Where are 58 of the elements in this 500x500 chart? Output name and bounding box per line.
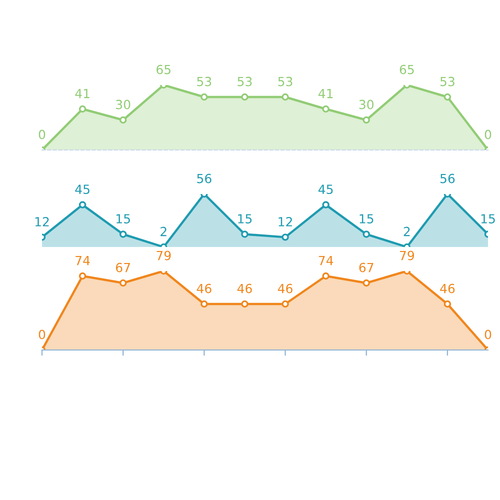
data-label: 53 — [440, 76, 454, 86]
data-label: 45 — [75, 184, 90, 194]
point — [444, 93, 452, 101]
data-label: 46 — [237, 284, 252, 294]
data-label: 0 — [38, 130, 46, 140]
data-label: 45 — [318, 184, 333, 194]
point — [78, 272, 86, 280]
point — [241, 300, 248, 308]
point — [362, 230, 370, 238]
point — [322, 272, 330, 280]
data-label: 41 — [75, 88, 90, 98]
data-label: 46 — [196, 284, 212, 294]
data-label: 0 — [38, 330, 46, 340]
data-label: 65 — [400, 64, 414, 74]
point — [78, 201, 86, 208]
data-label: 15 — [238, 214, 252, 224]
point — [282, 234, 289, 241]
data-label: 74 — [76, 256, 90, 266]
data-label: 67 — [359, 262, 374, 272]
point — [322, 201, 330, 208]
data-label: 15 — [116, 214, 130, 224]
point — [119, 230, 127, 238]
point — [322, 105, 330, 113]
point — [282, 93, 289, 101]
point — [119, 279, 127, 287]
point — [241, 93, 248, 101]
data-label: 79 — [400, 250, 414, 260]
point — [119, 116, 127, 124]
point — [241, 230, 248, 238]
data-label: 15 — [360, 214, 374, 224]
data-label: 0 — [484, 330, 492, 340]
point — [444, 300, 452, 308]
data-label: 2 — [404, 226, 410, 236]
data-label: 67 — [116, 262, 130, 272]
data-label: 12 — [35, 216, 49, 226]
data-label: 65 — [156, 64, 170, 74]
data-label: 15 — [481, 214, 495, 224]
point — [78, 105, 86, 113]
data-label: 2 — [160, 226, 166, 236]
data-label: 53 — [238, 76, 252, 86]
point — [200, 93, 208, 101]
point — [282, 300, 289, 308]
data-label: 12 — [278, 216, 292, 226]
data-label: 79 — [156, 250, 171, 260]
data-label: 30 — [116, 100, 130, 110]
point — [362, 116, 370, 124]
data-label: 0 — [484, 130, 492, 140]
data-label: 74 — [318, 256, 334, 266]
data-label: 46 — [440, 284, 455, 294]
data-label: 41 — [318, 88, 333, 98]
data-label: 53 — [197, 76, 212, 86]
data-label: 56 — [197, 174, 212, 184]
data-label: 46 — [278, 284, 292, 294]
data-label: 56 — [440, 174, 455, 184]
point — [200, 300, 208, 308]
point — [362, 279, 370, 287]
data-label: 53 — [278, 76, 292, 86]
data-label: 30 — [359, 100, 374, 110]
